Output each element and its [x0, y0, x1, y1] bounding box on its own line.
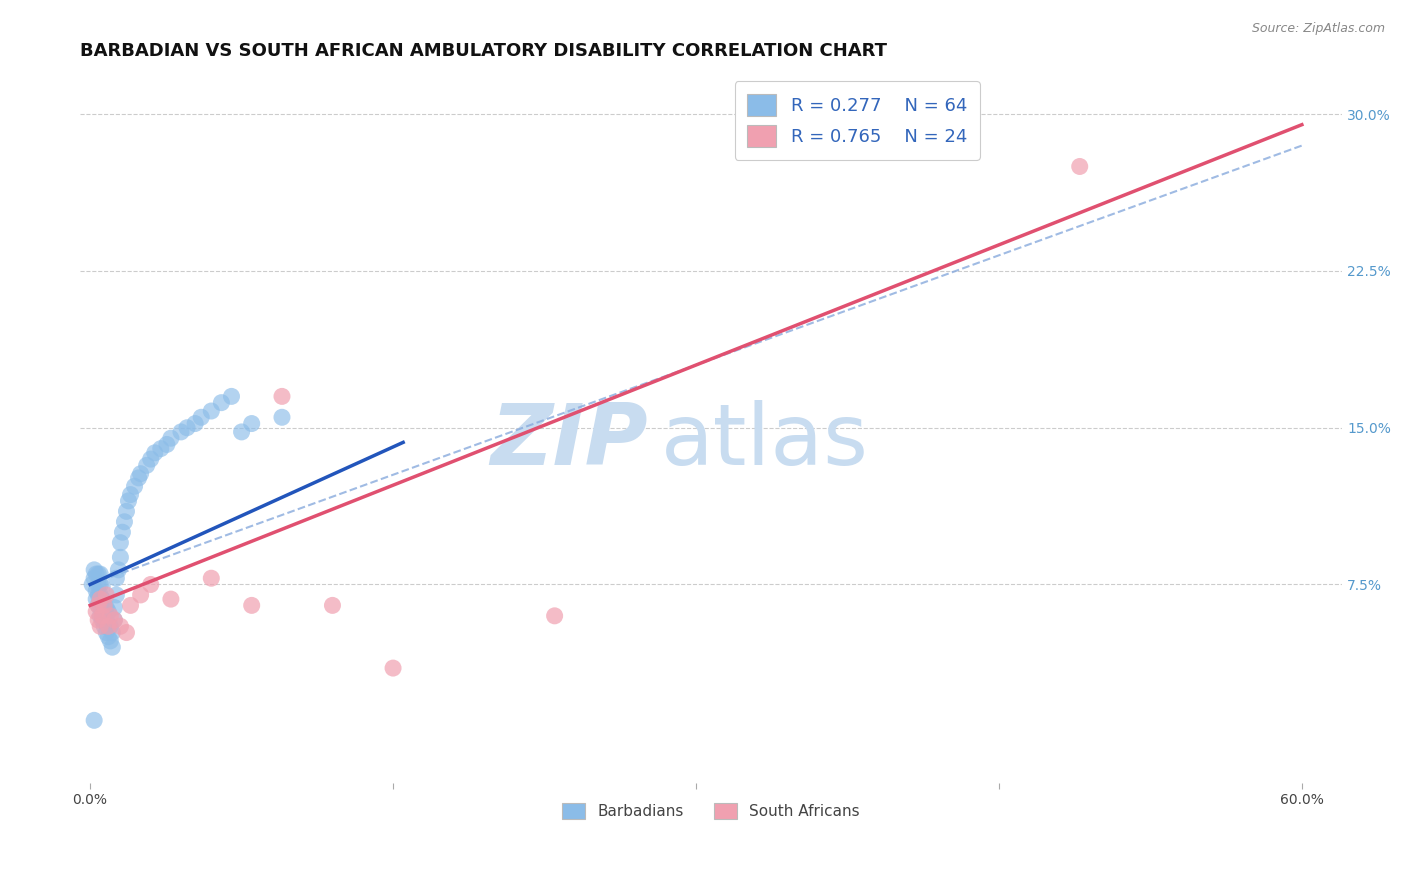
Point [120, 488, 142, 502]
Point [89, 599, 111, 613]
Point [91, 605, 114, 619]
Point [110, 550, 132, 565]
Point [231, 425, 253, 439]
Point [98, 608, 121, 623]
Text: atlas: atlas [661, 401, 869, 483]
Point [83, 563, 105, 577]
Point [110, 619, 132, 633]
Point [110, 535, 132, 549]
Point [271, 410, 294, 425]
Point [89, 567, 111, 582]
Point [160, 431, 183, 445]
Point [103, 613, 125, 627]
Point [107, 563, 129, 577]
Point [96, 625, 118, 640]
Point [93, 619, 115, 633]
Point [84, 605, 107, 619]
Point [184, 417, 207, 431]
Point [543, 608, 565, 623]
Point [240, 417, 263, 431]
Point [156, 437, 179, 451]
Point [200, 404, 222, 418]
Point [105, 571, 128, 585]
Text: ZIP: ZIP [491, 401, 648, 483]
Point [91, 592, 114, 607]
Point [135, 458, 157, 473]
Point [190, 410, 212, 425]
Point [115, 625, 138, 640]
Point [101, 640, 124, 655]
Point [97, 605, 120, 619]
Point [170, 425, 193, 439]
Point [271, 389, 294, 403]
Point [115, 504, 138, 518]
Legend: Barbadians, South Africans: Barbadians, South Africans [557, 797, 866, 825]
Point [221, 389, 243, 403]
Point [114, 515, 136, 529]
Point [93, 608, 115, 623]
Point [149, 442, 172, 456]
Point [84, 592, 107, 607]
Text: BARBADIAN VS SOUTH AFRICAN AMBULATORY DISABILITY CORRELATION CHART: BARBADIAN VS SOUTH AFRICAN AMBULATORY DI… [80, 42, 887, 60]
Point [84, 567, 107, 582]
Point [87, 599, 110, 613]
Point [105, 588, 128, 602]
Point [98, 634, 121, 648]
Point [89, 592, 111, 607]
Point [139, 577, 162, 591]
Point [129, 588, 152, 602]
Point [111, 525, 134, 540]
Point [83, 714, 105, 728]
Point [96, 600, 118, 615]
Point [83, 571, 105, 585]
Point [89, 608, 111, 623]
Point [103, 600, 125, 615]
Point [96, 588, 118, 602]
Point [176, 421, 198, 435]
Point [87, 588, 110, 602]
Point [84, 583, 107, 598]
Point [321, 599, 343, 613]
Point [82, 577, 104, 591]
Point [89, 619, 111, 633]
Point [200, 571, 222, 585]
Point [87, 577, 110, 591]
Point [93, 599, 115, 613]
Point [89, 577, 111, 591]
Point [382, 661, 405, 675]
Point [117, 494, 139, 508]
Point [103, 613, 125, 627]
Point [87, 567, 110, 582]
Point [91, 580, 114, 594]
Point [97, 619, 120, 633]
Text: Source: ZipAtlas.com: Source: ZipAtlas.com [1251, 22, 1385, 36]
Point [93, 599, 115, 613]
Point [97, 619, 120, 633]
Point [128, 471, 150, 485]
Point [91, 608, 114, 623]
Point [124, 479, 146, 493]
Point [91, 613, 114, 627]
Point [98, 619, 121, 633]
Point [97, 630, 120, 644]
Point [101, 625, 124, 640]
Point [240, 599, 263, 613]
Point [139, 452, 162, 467]
Point [1069, 160, 1091, 174]
Point [143, 446, 166, 460]
Point [87, 599, 110, 613]
Point [120, 599, 142, 613]
Point [87, 613, 110, 627]
Point [96, 613, 118, 627]
Point [89, 588, 111, 602]
Point [209, 395, 232, 409]
Point [129, 467, 152, 481]
Point [160, 592, 183, 607]
